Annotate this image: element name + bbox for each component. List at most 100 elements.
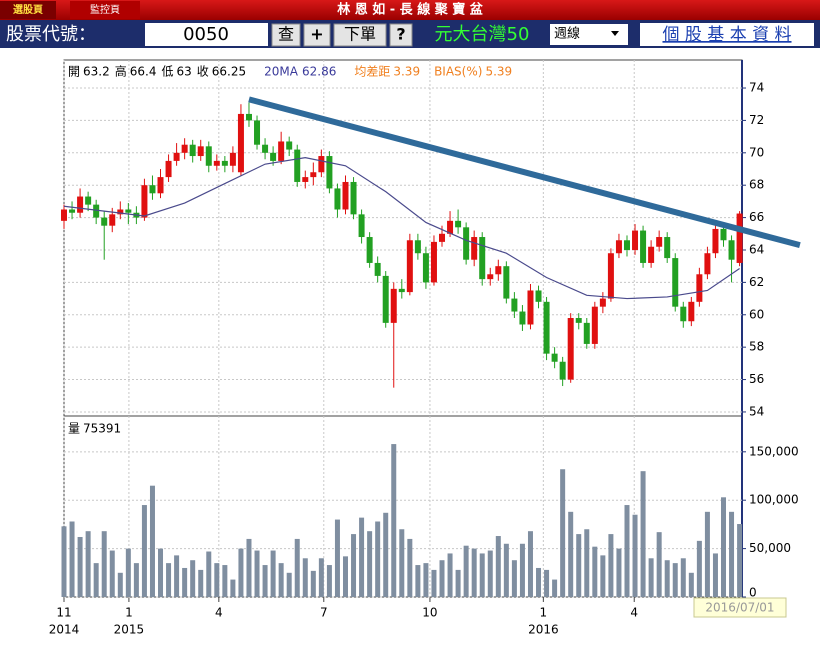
volume-bar — [149, 485, 155, 597]
info-text: 63.2 — [83, 65, 110, 79]
volume-bar — [608, 534, 614, 597]
volume-bar — [222, 565, 228, 597]
tab-label[interactable]: 監控頁 — [90, 3, 120, 16]
info-text: 66.4 — [130, 65, 157, 79]
candle-body — [422, 253, 429, 283]
button[interactable] — [303, 23, 331, 47]
volume-bar — [367, 531, 373, 597]
y-tick-label: 150,000 — [749, 444, 799, 458]
ma-line — [63, 157, 740, 300]
volume-bar — [117, 572, 123, 597]
candle-body — [270, 152, 277, 161]
candle-body — [551, 353, 558, 362]
volume-bar — [560, 469, 566, 597]
volume-bar — [69, 521, 75, 597]
trend-line — [248, 96, 801, 249]
volume-bar — [600, 555, 606, 597]
volume-bar — [552, 579, 558, 597]
period-select[interactable] — [550, 24, 628, 45]
y-tick-label: 68 — [749, 178, 764, 192]
volume-bar — [214, 563, 220, 597]
volume-bar — [342, 556, 348, 597]
volume-bar — [487, 550, 493, 597]
candle-body — [229, 152, 236, 166]
y-tick-label: 56 — [749, 372, 764, 386]
volume-bar — [592, 546, 598, 597]
info-text: 低 — [161, 65, 173, 79]
candle-body — [197, 146, 204, 157]
button-label[interactable]: + — [310, 25, 323, 44]
button-label[interactable]: 下單 — [344, 25, 376, 44]
candle-body — [181, 144, 188, 153]
info-text: 開 — [68, 65, 80, 79]
info-text: 66.25 — [212, 65, 246, 79]
candle-body — [358, 214, 365, 238]
candle-body — [342, 181, 349, 210]
volume-bar — [656, 532, 662, 597]
tab-label[interactable]: 選股頁 — [13, 3, 43, 16]
volume-bar — [375, 521, 381, 597]
volume-bar — [286, 572, 292, 597]
code-label: 股票代號： — [6, 24, 96, 45]
candle-body — [213, 160, 220, 166]
volume-bar — [125, 548, 131, 597]
button[interactable] — [389, 23, 413, 47]
volume-bar — [632, 514, 638, 597]
candle-body — [535, 290, 542, 302]
candle-body — [447, 220, 454, 234]
tab[interactable] — [70, 1, 140, 19]
candle-body — [615, 240, 622, 254]
year-label: 2015 — [114, 623, 145, 637]
button[interactable] — [271, 23, 301, 47]
volume-bar — [519, 543, 525, 597]
candle-body — [599, 298, 606, 307]
candle-body — [221, 160, 228, 166]
candle-body — [262, 144, 269, 153]
volume-bar — [399, 529, 405, 597]
volume-bar — [190, 560, 196, 597]
candle-body — [366, 237, 373, 263]
volume-bar — [503, 543, 509, 597]
tab[interactable] — [0, 1, 56, 19]
candle-body — [495, 266, 502, 275]
candle-body — [117, 209, 124, 215]
volume-bar — [712, 553, 718, 597]
candle-body — [696, 274, 703, 302]
year-label: 2016 — [528, 623, 559, 637]
y-tick-label: 64 — [749, 242, 764, 256]
y-tick-label: 72 — [749, 113, 764, 127]
candle-body — [664, 237, 671, 259]
info-link[interactable]: 個 股 基 本 資 料 — [662, 25, 791, 45]
x-tick-label: 4 — [215, 606, 223, 620]
info-text: 3.39 — [393, 65, 420, 79]
button-label[interactable]: ? — [396, 25, 405, 44]
candle-body — [350, 181, 357, 215]
code-value[interactable]: 0050 — [183, 24, 229, 45]
period-value[interactable]: 週線 — [554, 26, 580, 42]
candle-body — [511, 298, 518, 312]
volume-bar — [455, 569, 461, 597]
candle-body — [712, 228, 719, 254]
candle-body — [398, 288, 405, 293]
dropdown-arrow[interactable] — [611, 31, 619, 36]
button-label[interactable]: 查 — [278, 25, 294, 44]
volume-bar — [680, 558, 686, 597]
link-box[interactable] — [640, 23, 814, 46]
code-input[interactable] — [145, 23, 268, 46]
candle-body — [591, 306, 598, 344]
volume-bar — [141, 505, 147, 597]
candle-body — [567, 318, 574, 380]
date-tooltip: 2016/07/01 — [705, 601, 774, 615]
candle-body — [736, 213, 743, 263]
app-title: 林 恩 如 - 長 線 聚 寶 盆 — [337, 2, 484, 18]
volume-bar — [737, 524, 743, 597]
candle-body — [575, 318, 582, 323]
button[interactable] — [333, 23, 387, 47]
volume-bar — [101, 531, 107, 597]
info-text: 量 — [68, 422, 80, 436]
candle-body — [382, 275, 389, 323]
y-tick-label: 60 — [749, 307, 764, 321]
candle-body — [543, 301, 550, 354]
info-text: BIAS(%) — [434, 65, 482, 79]
volume-bar — [182, 567, 188, 597]
